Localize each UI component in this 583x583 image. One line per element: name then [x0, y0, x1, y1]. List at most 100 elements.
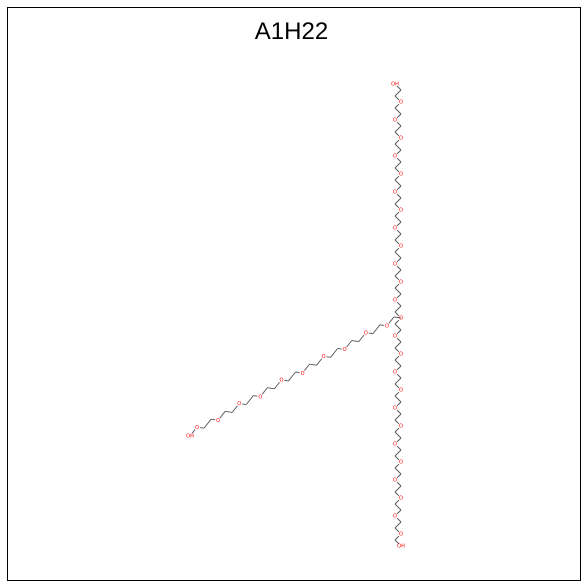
chain-bond: [394, 275, 400, 281]
chain-bond: [203, 418, 212, 429]
chain-bond: [394, 491, 400, 497]
chain-bond: [394, 383, 400, 389]
chain-bond: [394, 499, 400, 505]
chain-bond: [274, 381, 280, 390]
chain-bond: [199, 427, 205, 429]
chain-bond: [394, 455, 400, 461]
chain-bond: [396, 437, 402, 443]
chain-bond: [393, 316, 402, 319]
chain-bond: [368, 332, 373, 335]
chain-bond: [394, 107, 402, 115]
hydroxyl-label: OH: [186, 434, 194, 440]
ether-oxygen-label: O: [399, 172, 403, 178]
chain-bond: [394, 359, 402, 367]
ether-oxygen-label: O: [393, 334, 397, 340]
chain-bond: [394, 175, 400, 181]
ether-oxygen-label: O: [393, 514, 397, 520]
chain-bond: [396, 193, 402, 199]
chain-bond: [231, 405, 238, 413]
chain-bond: [379, 324, 385, 326]
molecule-title: A1H22: [254, 18, 329, 45]
chain-bond: [396, 185, 402, 191]
chain-bond: [396, 481, 402, 487]
ether-oxygen-label: O: [195, 425, 199, 431]
chain-bond: [394, 311, 400, 317]
chain-bond: [351, 340, 359, 343]
chain-bond: [394, 521, 402, 529]
chain-bond: [288, 371, 296, 382]
ether-oxygen-label: O: [399, 460, 403, 466]
chain-bond: [316, 358, 323, 366]
chain-bond: [394, 323, 402, 331]
chain-bond: [394, 319, 400, 325]
ether-oxygen-label: O: [301, 371, 305, 377]
chain-bond: [394, 449, 402, 457]
chain-bond: [396, 409, 402, 415]
ether-oxygen-label: O: [399, 316, 403, 322]
chain-bond: [394, 103, 400, 109]
chain-bond: [394, 161, 402, 169]
chain-bond: [394, 131, 400, 137]
ether-oxygen-label: O: [322, 354, 326, 360]
chain-bond: [394, 305, 402, 313]
ether-oxygen-label: O: [393, 298, 397, 304]
hydroxyl-label: OH: [397, 544, 405, 550]
ether-oxygen-label: O: [399, 388, 403, 394]
chain-bond: [394, 391, 400, 397]
chain-bond: [394, 143, 402, 151]
chain-bond: [394, 431, 402, 439]
chain-bond: [394, 413, 402, 421]
ether-oxygen-label: O: [393, 478, 397, 484]
chain-bond: [396, 329, 402, 335]
ether-oxygen-label: O: [216, 418, 220, 424]
chain-bond: [394, 341, 402, 349]
chain-bond: [396, 257, 402, 263]
ether-oxygen-label: O: [279, 378, 283, 384]
ether-oxygen-label: O: [393, 406, 397, 412]
ether-oxygen-label: O: [393, 118, 397, 124]
chain-bond: [394, 125, 402, 133]
chain-bond: [394, 239, 400, 245]
ether-oxygen-label: O: [393, 154, 397, 160]
chain-bond: [394, 535, 400, 541]
chain-bond: [394, 167, 400, 173]
chain-bond: [394, 215, 402, 223]
chain-bond: [394, 247, 400, 253]
ether-oxygen-label: O: [385, 324, 389, 330]
ether-oxygen-label: O: [399, 244, 403, 250]
chain-bond: [267, 387, 275, 390]
ether-oxygen-label: O: [393, 442, 397, 448]
chain-bond: [396, 301, 402, 307]
chain-bond: [337, 347, 342, 350]
chain-bond: [346, 340, 353, 348]
ether-oxygen-label: O: [399, 280, 403, 286]
ether-oxygen-label: O: [343, 347, 347, 353]
ether-oxygen-label: O: [258, 394, 262, 400]
chain-bond: [261, 387, 268, 395]
chain-bond: [394, 211, 400, 217]
chain-bond: [326, 356, 331, 358]
chain-bond: [396, 113, 402, 119]
chain-bond: [396, 473, 402, 479]
chain-bond: [295, 371, 300, 374]
chain-bond: [396, 293, 402, 299]
ether-oxygen-label: O: [393, 190, 397, 196]
chain-bond: [309, 363, 317, 366]
chain-bond: [396, 401, 402, 407]
ether-oxygen-label: O: [393, 370, 397, 376]
chain-bond: [394, 283, 400, 289]
chain-bond: [394, 179, 402, 187]
chain-bond: [284, 379, 289, 382]
chain-bond: [396, 149, 402, 155]
ether-oxygen-label: O: [399, 208, 403, 214]
chain-bond: [396, 509, 402, 515]
chain-bond: [394, 419, 400, 425]
chain-bond: [396, 157, 402, 163]
chain-bond: [394, 395, 402, 403]
ether-oxygen-label: O: [237, 401, 241, 407]
chain-bond: [394, 485, 402, 493]
chain-bond: [394, 355, 400, 361]
chain-bond: [394, 197, 402, 205]
chain-bond: [396, 445, 402, 451]
